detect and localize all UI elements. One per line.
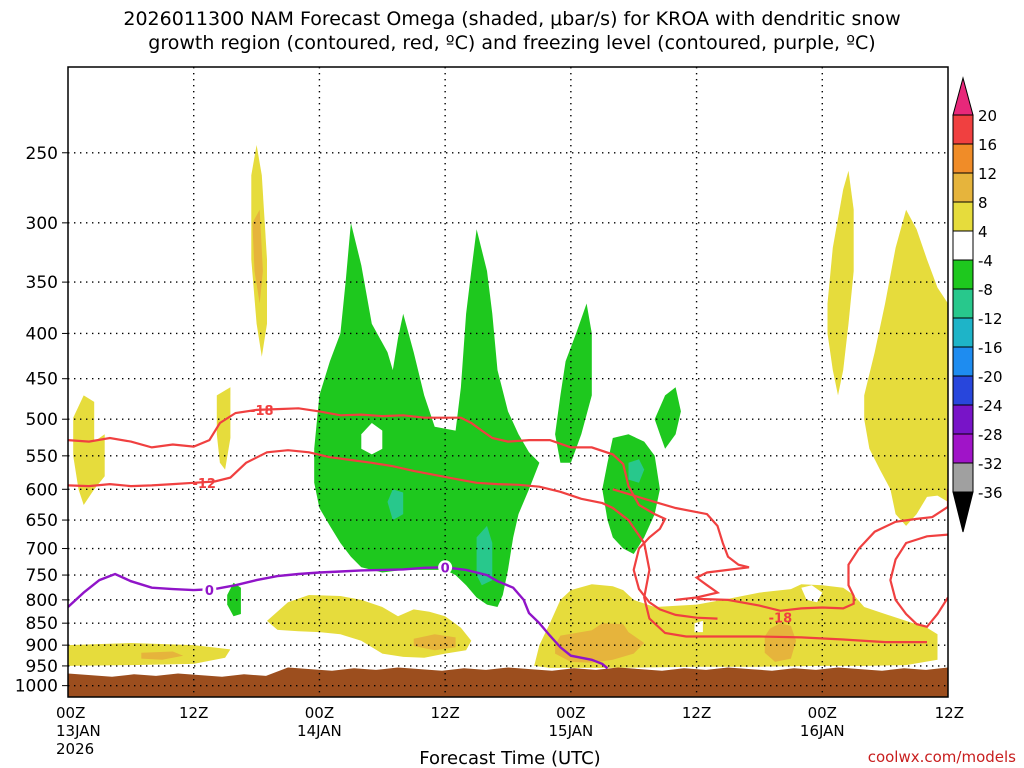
y-tick-label-10: 750 [26,566,58,586]
colorbar-box-7 [952,288,974,319]
dgz-contour-label-0: -18 [250,404,274,419]
colorbar-box-9 [952,346,974,377]
y-tick-label-5: 500 [26,410,58,430]
plot-frame [67,66,949,698]
omega-region-15 [864,209,948,526]
x-tick-date-4: 15JAN [548,722,593,740]
omega-region-18 [764,623,797,662]
x-tick-date-2: 14JAN [297,722,342,740]
omega-region-7 [628,459,645,483]
dgz-contour-1 [68,449,927,644]
colorbar-box-1 [952,114,974,145]
omega-region-1 [555,303,592,463]
y-tick-label-12: 850 [26,614,58,634]
dgz-contour-4 [612,488,750,601]
x-tick-label-3: 12Z [430,704,459,722]
colorbar-label-2: 12 [978,165,997,183]
dgz-contour-3 [889,533,948,629]
colorbar-box-2 [952,143,974,174]
omega-region-9 [216,387,231,470]
dgz-contour-2 [696,489,948,612]
omega-region-21 [801,585,823,603]
colorbar-label-8: -16 [978,339,1003,357]
y-tick-label-14: 950 [26,657,58,677]
colorbar-bottom-arrow [952,491,974,533]
colorbar-label-9: -20 [978,368,1003,386]
colorbar-label-4: 4 [978,223,988,241]
colorbar-box-6 [952,259,974,290]
freezing-level-label-0: 0 [205,584,214,599]
y-tick-label-3: 400 [26,324,58,344]
colorbar-label-0: 20 [978,107,997,125]
omega-region-20 [252,209,263,304]
terrain-mask [68,667,948,697]
x-tick-label-4: 00Z [556,704,585,722]
colorbar-box-12 [952,433,974,464]
colorbar-label-6: -8 [978,281,993,299]
y-tick-label-6: 550 [26,447,58,467]
y-tick-label-11: 800 [26,591,58,611]
colorbar-box-3 [952,172,974,203]
y-tick-label-1: 300 [26,214,58,234]
y-tick-label-4: 450 [26,370,58,390]
omega-region-6 [476,525,493,586]
x-tick-label-2: 00Z [305,704,334,722]
freezing-level-contour [68,566,609,670]
omega-region-8 [73,395,105,505]
dgz-contour-0 [68,407,718,620]
chart-title-line-1: 2026011300 NAM Forecast Omega (shaded, μ… [123,8,901,30]
plot-area: -18 -12 -18 0 0 [68,67,948,697]
omega-region-4 [227,582,241,617]
colorbar-box-4 [952,201,974,232]
colorbar-label-13: -36 [978,484,1003,502]
colorbar-label-11: -28 [978,426,1003,444]
dgz-contour-label-1: -12 [192,477,216,492]
omega-region-0 [314,222,540,607]
x-tick-label-1: 12Z [179,704,208,722]
colorbar-label-3: 8 [978,194,988,212]
colorbar-top-arrow [952,76,974,116]
x-tick-label-5: 12Z [682,704,711,722]
omega-region-14 [827,170,854,396]
x-tick-label-0: 00Z [56,704,85,722]
colorbar-box-5 [952,230,974,261]
omega-region-19 [141,651,184,660]
colorbar-box-10 [952,375,974,406]
colorbar-box-8 [952,317,974,348]
omega-region-23 [361,423,383,455]
colorbar-label-7: -12 [978,310,1003,328]
chart-title-line-2: growth region (contoured, red, ºC) and f… [148,32,876,54]
omega-region-3 [654,387,681,449]
freezing-level-label-1: 0 [441,561,450,576]
omega-region-22 [694,620,703,633]
y-tick-label-15: 1000 [15,677,58,697]
colorbar-box-13 [952,462,974,493]
omega-region-17 [555,623,645,663]
x-axis-label: Forecast Time (UTC) [419,748,600,768]
colorbar-label-10: -24 [978,397,1003,415]
y-tick-label-0: 250 [26,144,58,164]
colorbar-box-11 [952,404,974,435]
y-tick-label-9: 700 [26,540,58,560]
x-tick-date-6: 16JAN [800,722,845,740]
x-tick-label-7: 12Z [935,704,964,722]
y-tick-label-8: 650 [26,511,58,531]
colorbar-label-1: 16 [978,136,997,154]
credit-text: coolwx.com/models [867,748,1016,766]
x-tick-date-0: 13JAN [56,722,101,740]
dgz-contour-label-2: -18 [769,612,793,627]
x-tick-label-6: 00Z [808,704,837,722]
y-tick-label-7: 600 [26,480,58,500]
omega-region-5 [387,489,404,521]
y-tick-label-2: 350 [26,273,58,293]
colorbar-label-5: -4 [978,252,993,270]
x-tick-year-0: 2026 [56,740,94,758]
y-tick-label-13: 900 [26,636,58,656]
colorbar-label-12: -32 [978,455,1003,473]
